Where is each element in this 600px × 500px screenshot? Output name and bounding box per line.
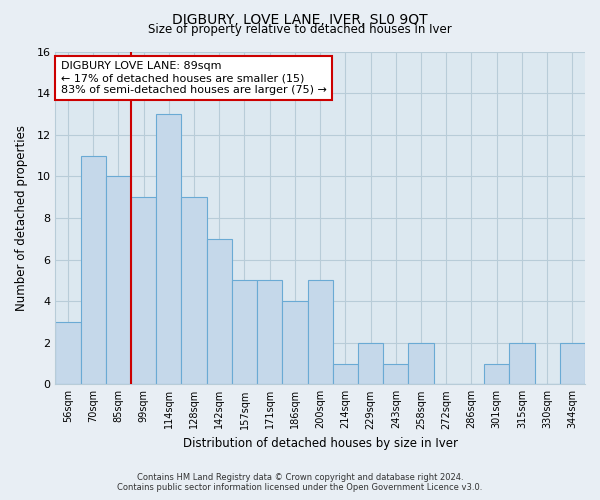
Y-axis label: Number of detached properties: Number of detached properties [15,125,28,311]
Bar [156,114,181,384]
Bar [358,342,383,384]
Bar [131,197,156,384]
X-axis label: Distribution of detached houses by size in Iver: Distribution of detached houses by size … [182,437,458,450]
Text: DIGBURY LOVE LANE: 89sqm
← 17% of detached houses are smaller (15)
83% of semi-d: DIGBURY LOVE LANE: 89sqm ← 17% of detach… [61,62,326,94]
Text: Size of property relative to detached houses in Iver: Size of property relative to detached ho… [148,22,452,36]
Bar [308,280,333,384]
Text: Contains HM Land Registry data © Crown copyright and database right 2024.
Contai: Contains HM Land Registry data © Crown c… [118,473,482,492]
Bar [560,342,585,384]
Bar [509,342,535,384]
Bar [409,342,434,384]
Bar [333,364,358,384]
Bar [106,176,131,384]
Bar [206,238,232,384]
Bar [257,280,283,384]
Bar [232,280,257,384]
Bar [484,364,509,384]
Text: DIGBURY, LOVE LANE, IVER, SL0 9QT: DIGBURY, LOVE LANE, IVER, SL0 9QT [172,12,428,26]
Bar [283,301,308,384]
Bar [383,364,409,384]
Bar [55,322,80,384]
Bar [80,156,106,384]
Bar [181,197,206,384]
